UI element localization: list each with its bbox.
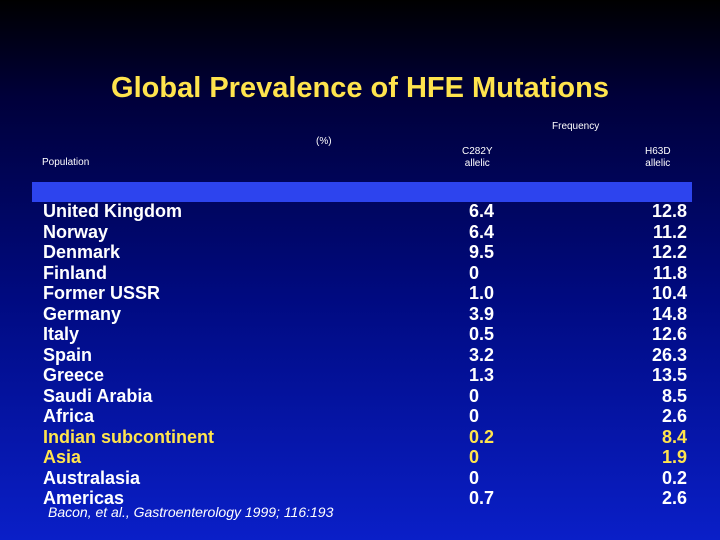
c282y-value: 1.3 xyxy=(469,365,495,385)
population-column: United Kingdom Norway Denmark Finland Former… xyxy=(43,201,343,509)
h63d-value: 2.6 xyxy=(661,406,687,426)
frequency-header: Frequency xyxy=(552,121,600,132)
h63d-header: H63D allelic xyxy=(645,146,671,170)
population-cell: Germany xyxy=(43,303,122,324)
h63d-value: 8.4 xyxy=(661,426,687,447)
c282y-value: 0.5 xyxy=(469,324,495,344)
c282y-value: 0.2 xyxy=(469,426,495,447)
population-cell: Australasia xyxy=(43,467,141,488)
population-header: Population xyxy=(42,157,90,168)
c282y-header-allelic: allelic xyxy=(464,158,490,169)
c282y-column: 6.4 6.4 9.5 0 1.0 3.9 0.5 3.2 1.3 0 0 0.2 0 0 0.7 xyxy=(469,201,529,509)
population-cell: Indian subcontinent xyxy=(43,426,214,447)
c282y-value: 0 xyxy=(469,406,480,426)
h63d-header-allelic: allelic xyxy=(645,158,671,169)
header-band xyxy=(32,182,692,202)
population-cell: Americas xyxy=(43,488,125,508)
h63d-value: 26.3 xyxy=(651,344,687,365)
slide-title: Global Prevalence of HFE Mutations xyxy=(111,72,609,104)
c282y-value: 0 xyxy=(469,447,480,467)
c282y-value: 6.4 xyxy=(469,201,495,221)
h63d-value: 2.6 xyxy=(661,488,687,508)
c282y-value: 9.5 xyxy=(469,242,495,262)
c282y-value: 1.0 xyxy=(469,283,495,303)
population-cell: Spain xyxy=(43,344,93,365)
population-cell: Finland xyxy=(43,262,107,283)
h63d-value: 12.8 xyxy=(651,201,687,221)
h63d-value: 12.2 xyxy=(651,242,687,262)
h63d-value: 14.8 xyxy=(651,303,687,324)
c282y-value: 3.2 xyxy=(469,344,495,365)
population-cell: Greece xyxy=(43,365,105,385)
h63d-value: 10.4 xyxy=(651,283,687,303)
c282y-header: C282Y allelic xyxy=(462,146,493,170)
h63d-value: 1.9 xyxy=(661,447,687,467)
population-cell: United Kingdom xyxy=(43,201,182,221)
population-cell: Asia xyxy=(43,447,82,467)
c282y-value: 0 xyxy=(469,385,480,406)
c282y-header-name: C282Y xyxy=(462,146,493,157)
h63d-value: 11.8 xyxy=(652,262,687,283)
percent-header: (%) xyxy=(316,136,332,147)
c282y-value: 6.4 xyxy=(469,221,495,242)
h63d-value: 13.5 xyxy=(651,365,687,385)
h63d-value: 12.6 xyxy=(651,324,687,344)
h63d-header-name: H63D xyxy=(645,146,671,157)
population-cell: Norway xyxy=(43,221,109,242)
h63d-value: 8.5 xyxy=(661,385,687,406)
h63d-value: 0.2 xyxy=(661,467,687,488)
h63d-value: 11.2 xyxy=(652,221,687,242)
h63d-column: 12.8 11.2 12.2 11.8 10.4 14.8 12.6 26.3 13.5 8.5 2… xyxy=(620,201,687,509)
c282y-value: 0 xyxy=(469,467,480,488)
c282y-value: 0 xyxy=(469,262,480,283)
population-cell: Denmark xyxy=(43,242,121,262)
citation-footnote: Bacon, et al., Gastroenterology 1999; 11… xyxy=(48,504,334,520)
population-cell: Saudi Arabia xyxy=(43,385,153,406)
c282y-value: 3.9 xyxy=(469,303,495,324)
c282y-value: 0.7 xyxy=(469,488,495,508)
population-cell: Italy xyxy=(43,324,80,344)
population-cell: Former USSR xyxy=(43,283,161,303)
population-cell: Africa xyxy=(43,406,95,426)
